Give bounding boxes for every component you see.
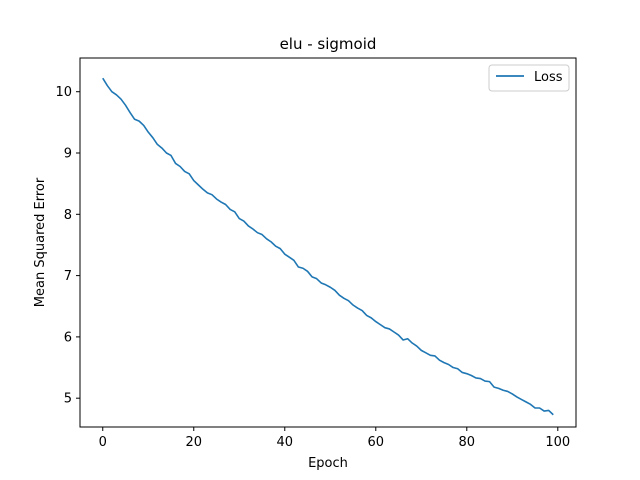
x-tick-label: 20 bbox=[185, 435, 202, 450]
x-tick-label: 100 bbox=[545, 435, 570, 450]
x-tick-label: 80 bbox=[459, 435, 476, 450]
y-tick-label: 8 bbox=[64, 208, 72, 223]
legend: Loss bbox=[488, 64, 570, 92]
series-line-loss bbox=[102, 77, 554, 416]
y-tick-label: 9 bbox=[64, 147, 72, 162]
x-axis-label: Epoch bbox=[308, 456, 348, 471]
legend-label-loss: Loss bbox=[534, 70, 563, 85]
series-layer bbox=[102, 77, 554, 416]
y-tick-label: 5 bbox=[64, 392, 72, 407]
y-ticks: 5 6 7 8 9 10 bbox=[55, 85, 80, 407]
chart-title: elu - sigmoid bbox=[280, 35, 377, 53]
y-tick-label: 6 bbox=[64, 330, 72, 345]
plot-area-frame bbox=[79, 57, 577, 428]
x-tick-label: 40 bbox=[276, 435, 293, 450]
y-axis-label: Mean Squared Error bbox=[33, 177, 48, 307]
y-tick-label: 10 bbox=[55, 85, 72, 100]
x-ticks: 0 20 40 60 80 100 bbox=[99, 427, 570, 450]
x-tick-label: 0 bbox=[99, 435, 107, 450]
legend-box bbox=[488, 64, 570, 92]
y-tick-label: 7 bbox=[64, 269, 72, 284]
x-tick-label: 60 bbox=[368, 435, 385, 450]
